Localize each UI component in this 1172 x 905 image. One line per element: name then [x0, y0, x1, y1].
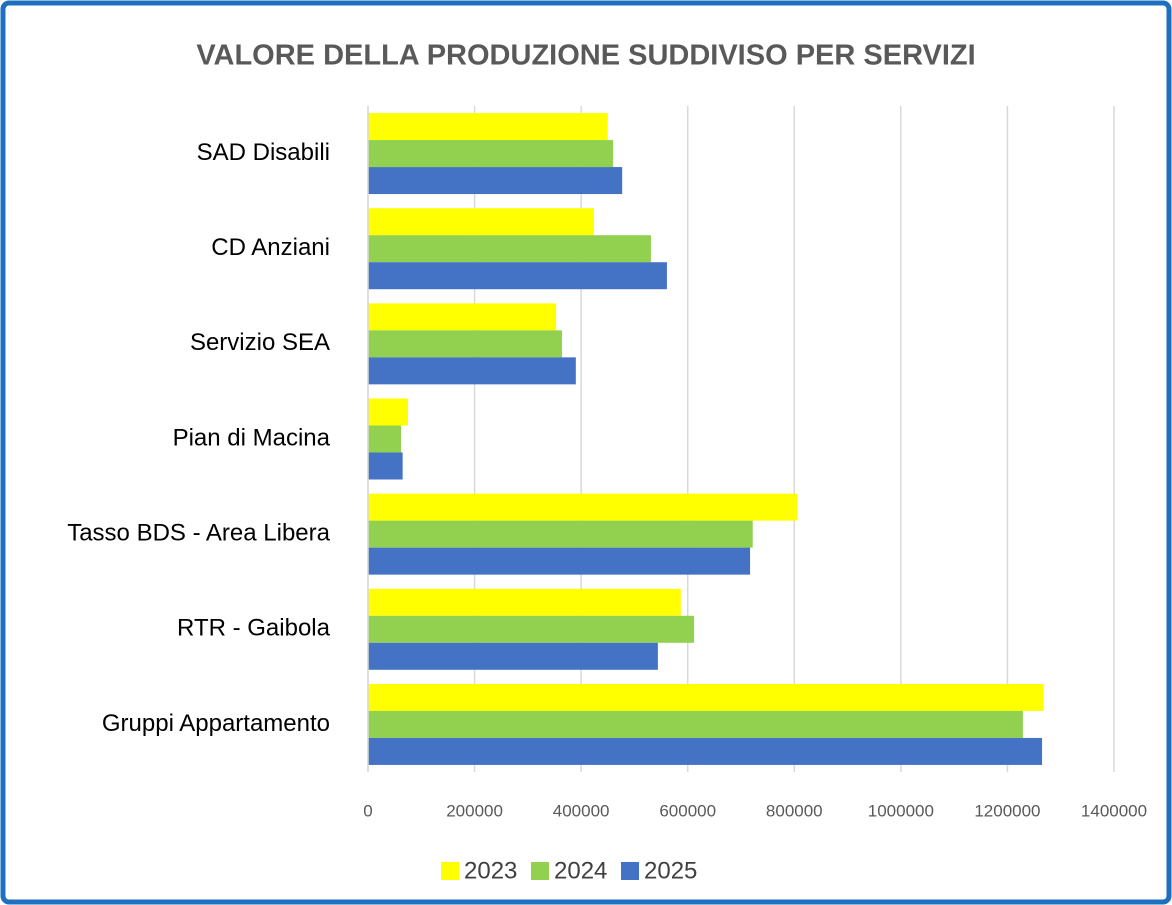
bar	[368, 588, 681, 616]
legend-swatch	[621, 862, 639, 880]
bar	[368, 683, 1044, 711]
chart-title: VALORE DELLA PRODUZIONE SUDDIVISO PER SE…	[196, 40, 975, 72]
x-tick-label: 600000	[659, 801, 716, 820]
bar	[368, 167, 623, 195]
x-tick-label: 0	[363, 801, 372, 820]
legend-swatch	[441, 862, 459, 880]
y-tick-label: Gruppi Appartamento	[102, 710, 330, 737]
bar	[368, 262, 667, 290]
bar	[368, 303, 557, 331]
bar	[368, 710, 1023, 738]
bar	[368, 425, 402, 453]
x-tick-label: 1000000	[868, 801, 934, 820]
bar	[368, 235, 651, 263]
legend-label: 2025	[644, 857, 697, 884]
bar	[368, 330, 562, 358]
bar	[368, 398, 408, 426]
x-tick-label: 200000	[446, 801, 503, 820]
x-tick-label: 1400000	[1081, 801, 1147, 820]
bar	[368, 113, 608, 141]
y-tick-label: Pian di Macina	[173, 424, 331, 451]
y-tick-label: CD Anziani	[211, 234, 330, 261]
bar	[368, 520, 753, 548]
y-tick-label: Tasso BDS - Area Libera	[67, 519, 330, 546]
x-tick-label: 800000	[766, 801, 823, 820]
bar	[368, 208, 594, 236]
bar	[368, 615, 695, 643]
bar	[368, 493, 797, 521]
legend-label: 2024	[554, 857, 607, 884]
y-tick-label: Servizio SEA	[190, 329, 330, 356]
x-tick-label: 1200000	[974, 801, 1040, 820]
bar	[368, 642, 658, 670]
bar	[368, 547, 751, 575]
x-tick-label: 400000	[553, 801, 610, 820]
bar	[368, 140, 614, 168]
bar	[368, 737, 1043, 765]
legend-swatch	[531, 862, 549, 880]
y-tick-label: RTR - Gaibola	[177, 615, 331, 642]
bar	[368, 357, 576, 385]
y-tick-label: SAD Disabili	[197, 139, 330, 166]
legend-label: 2023	[464, 857, 517, 884]
bar	[368, 452, 403, 480]
